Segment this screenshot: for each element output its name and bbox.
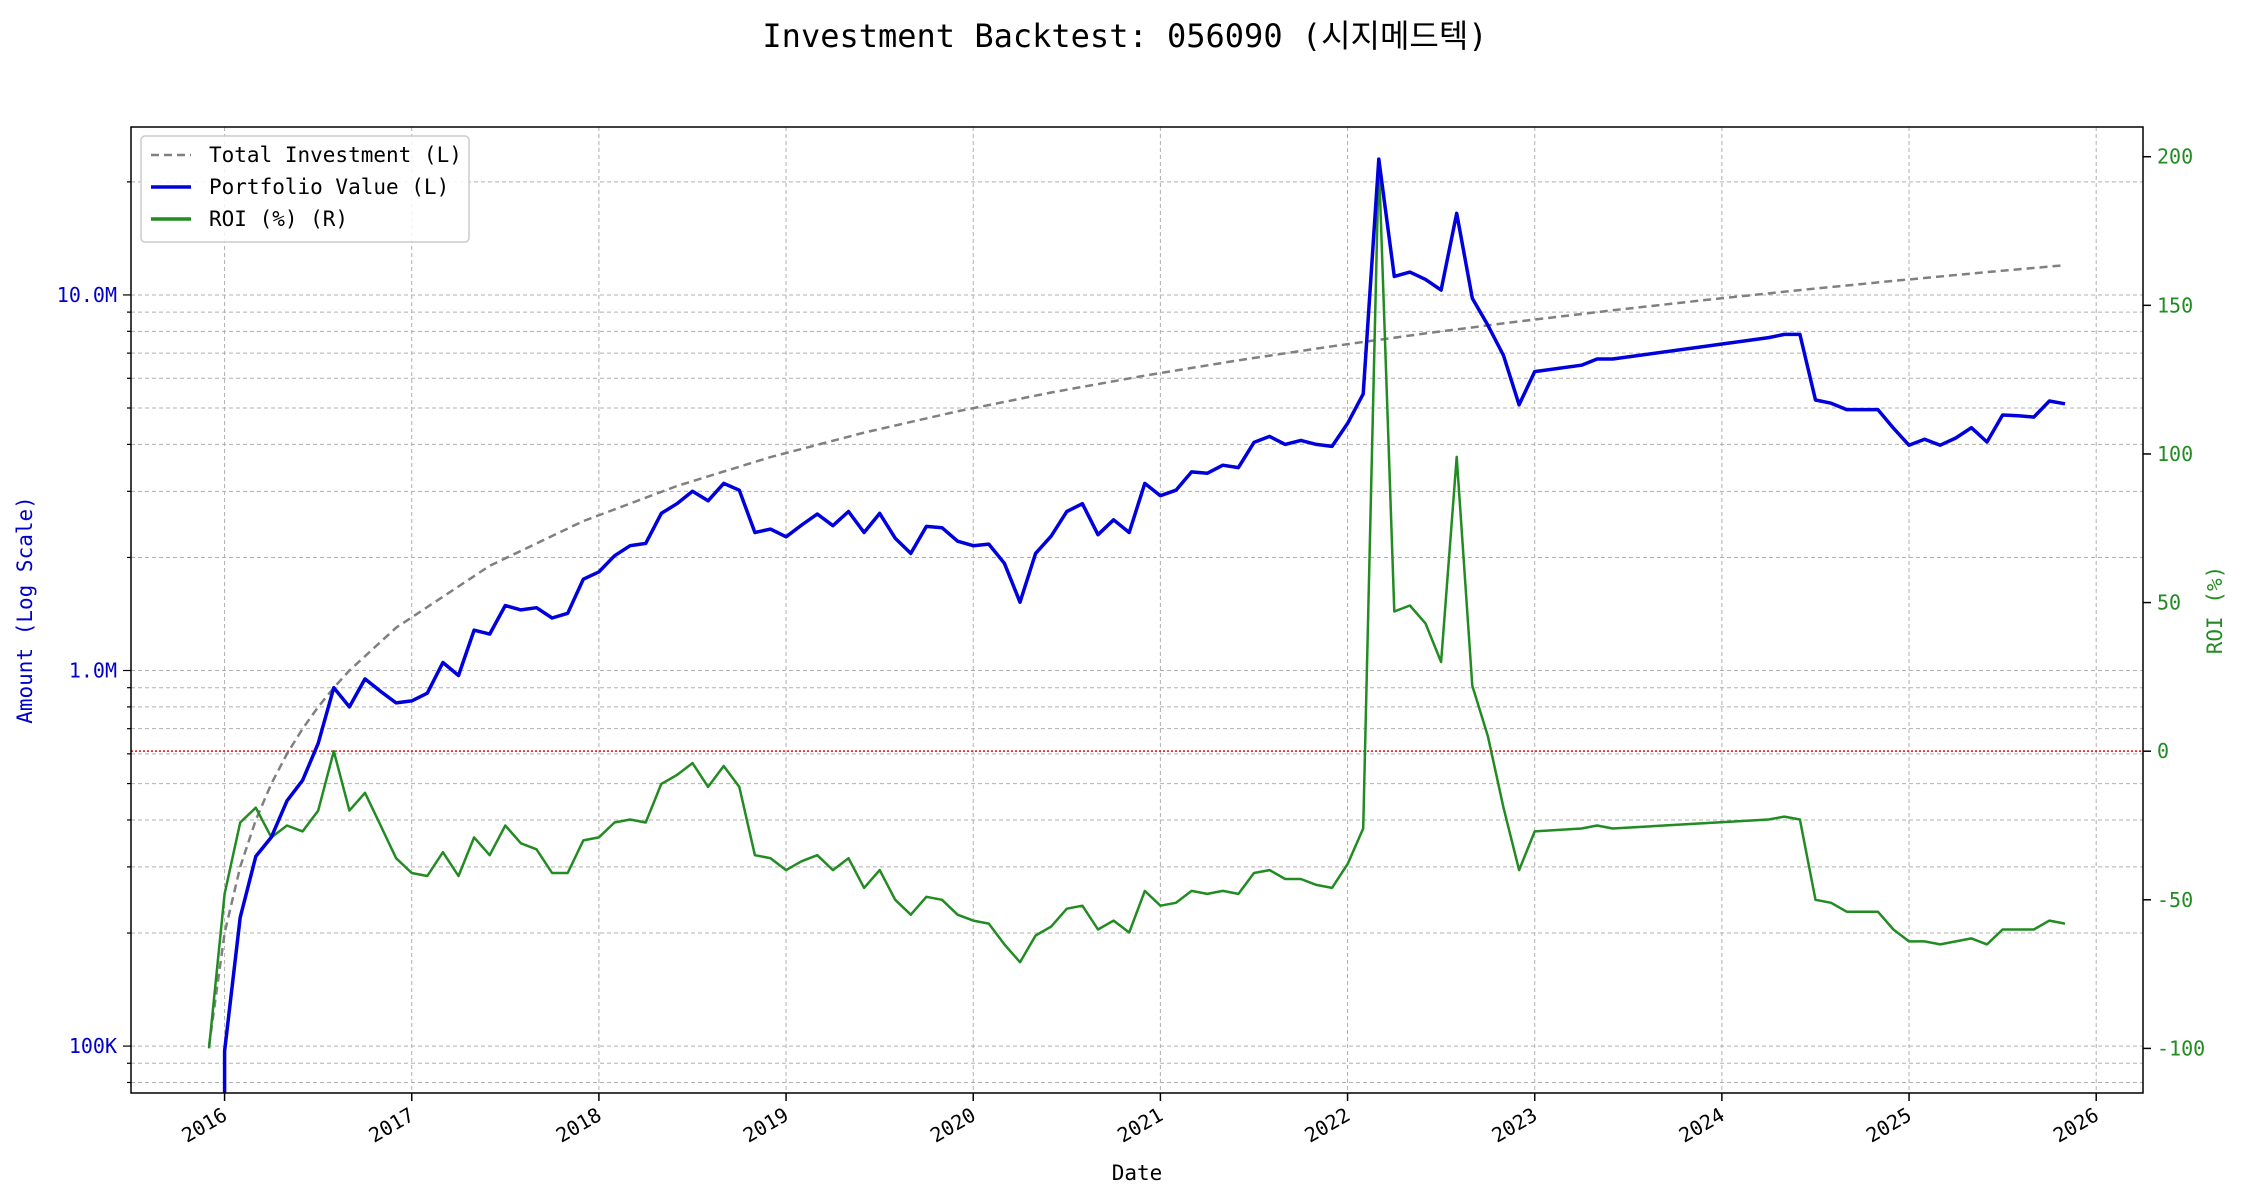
y-right-tick-label: 200 (2157, 145, 2193, 169)
y-right-tick-label: 0 (2157, 739, 2169, 763)
total-investment-line (207, 263, 2066, 1047)
y-left-tick-label: 10.0M (57, 283, 117, 307)
y-right-tick-label: -100 (2157, 1036, 2205, 1060)
y-right-tick-label: 150 (2157, 293, 2193, 317)
legend-label: Total Investment (L) (209, 143, 462, 167)
legend: Total Investment (L) Portfolio Value (L) R… (140, 135, 470, 243)
y-right-tick-label: -50 (2157, 888, 2193, 912)
legend-label: ROI (%) (R) (209, 207, 348, 231)
y-axis-right-label: ROI (%) (2203, 566, 2227, 655)
gridlines (131, 127, 2143, 1093)
y-axis-left: 100K 1.0M 10.0M (57, 181, 131, 1084)
legend-label: Portfolio Value (L) (209, 175, 449, 199)
y-right-tick-label: 100 (2157, 442, 2193, 466)
chart-title: Investment Backtest: 056090 (시지메드텍) (762, 17, 1487, 55)
y-left-tick-label: 1.0M (69, 659, 117, 683)
legend-box (140, 135, 470, 243)
y-left-tick-label: 100K (69, 1034, 117, 1058)
roi-line (207, 158, 2066, 1049)
plot-frame (130, 126, 2144, 1094)
y-axis-left-label: Amount (Log Scale) (13, 496, 37, 724)
y-axis-right: -100 -50 0 50 100 150 200 (2143, 145, 2205, 1060)
series-lines (207, 157, 2066, 1093)
x-axis-label: Date (1112, 1161, 1163, 1185)
portfolio-value-line (222, 157, 2066, 1093)
y-right-tick-label: 50 (2157, 591, 2181, 615)
